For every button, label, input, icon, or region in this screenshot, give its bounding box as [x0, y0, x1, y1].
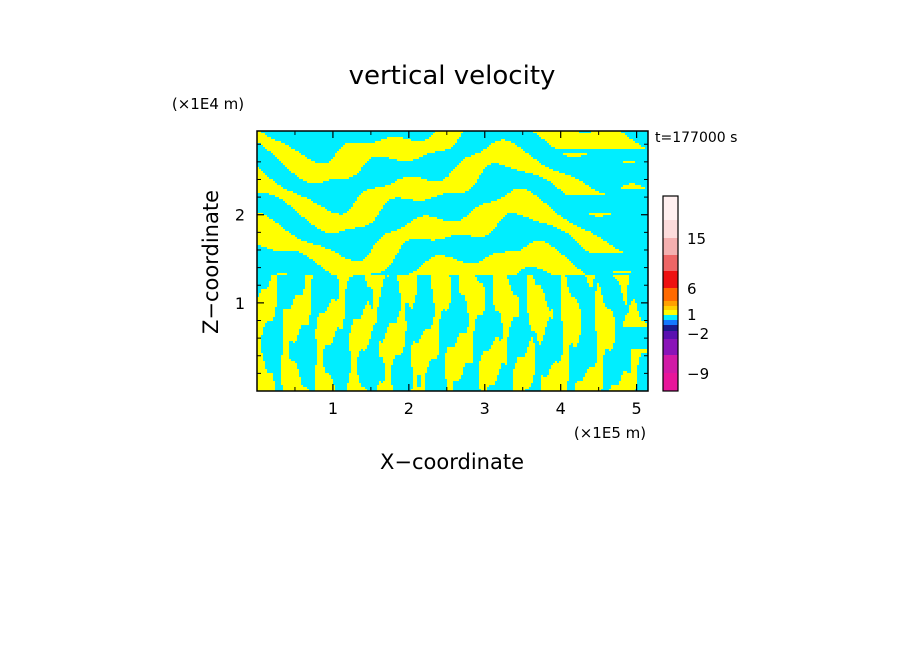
x-tick-label: 4 [556, 399, 566, 418]
x-tick-label: 3 [480, 399, 490, 418]
plot-frame [256, 130, 649, 392]
colorbar-segment [663, 315, 678, 320]
y-unit-label: (×1E4 m) [172, 95, 244, 113]
colorbar-segment [663, 238, 678, 255]
time-label: t=177000 s [655, 130, 737, 146]
y-tick-label: 2 [235, 206, 245, 225]
colorbar-label: 6 [687, 280, 697, 298]
colorbar-segment [663, 325, 678, 331]
x-axis-label: X−coordinate [380, 450, 524, 474]
chart-title: vertical velocity [349, 61, 556, 91]
y-tick-label: 1 [235, 294, 245, 313]
colorbar-segment [663, 331, 678, 339]
colorbar-segment [663, 320, 678, 325]
colorbar-segment [663, 310, 678, 315]
x-tick-label: 5 [632, 399, 642, 418]
colorbar-segment [663, 288, 678, 301]
x-unit-label: (×1E5 m) [574, 424, 646, 442]
colorbar-segment [663, 255, 678, 271]
x-tick-label: 2 [404, 399, 414, 418]
x-tick-label: 1 [328, 399, 338, 418]
colorbar-segment [663, 271, 678, 288]
velocity-field [257, 131, 648, 391]
x-axis: 1 2 3 4 5 [294, 131, 642, 418]
colorbar-label: −2 [687, 325, 709, 343]
colorbar: 15 6 1−2 −9 [662, 195, 709, 392]
colorbar-label: 1 [687, 306, 697, 324]
colorbar-segment [663, 373, 678, 391]
updraft-regions [257, 131, 647, 391]
colorbar-label: −9 [687, 365, 709, 383]
colorbar-segment [663, 196, 678, 220]
colorbar-segment [663, 339, 678, 355]
colorbar-segment [663, 301, 678, 306]
colorbar-label: 15 [687, 230, 706, 248]
y-axis-label: Z−coordinate [199, 190, 223, 334]
y-axis: 12 [235, 143, 648, 374]
colorbar-segment [663, 306, 678, 310]
colorbar-segment [663, 220, 678, 238]
colorbar-segment [663, 355, 678, 373]
colorbar-frame [662, 195, 679, 392]
